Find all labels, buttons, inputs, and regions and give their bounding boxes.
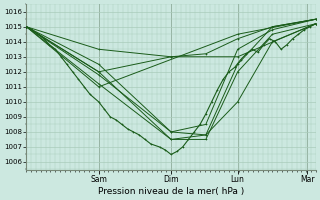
X-axis label: Pression niveau de la mer( hPa ): Pression niveau de la mer( hPa ) — [98, 187, 244, 196]
